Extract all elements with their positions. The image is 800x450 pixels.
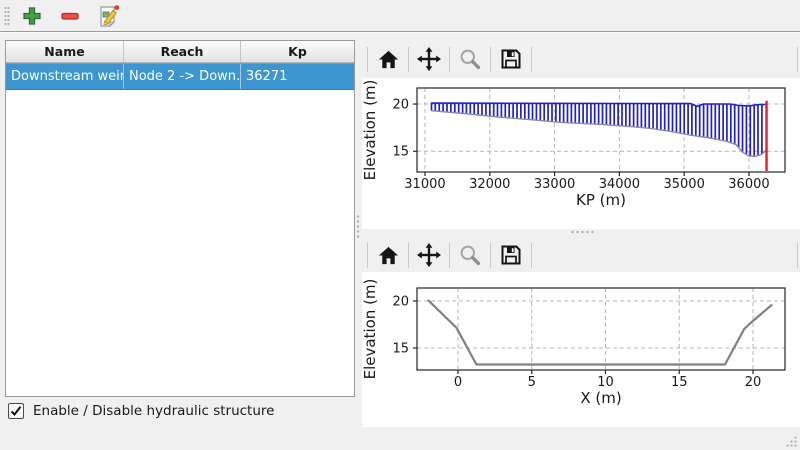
home-button[interactable] — [373, 241, 403, 270]
svg-text:Elevation (m): Elevation (m) — [362, 279, 379, 380]
save-icon — [499, 47, 523, 71]
toolbar-separator — [449, 46, 450, 72]
toolbar-separator — [797, 46, 798, 72]
zoom-icon — [458, 243, 482, 267]
svg-text:10: 10 — [597, 375, 614, 390]
toolbar-separator — [490, 46, 491, 72]
profile-plot-widget: 31000 32000 33000 34000 35000 36000 15 20 KP (m)… — [362, 40, 800, 229]
window-resize-grip[interactable] — [785, 435, 798, 448]
enable-structure-checkbox[interactable] — [8, 403, 24, 419]
svg-text:15: 15 — [392, 341, 409, 356]
main-toolbar — [0, 0, 800, 32]
horizontal-splitter-handle[interactable] — [570, 230, 596, 234]
zoom-button[interactable] — [455, 241, 485, 270]
home-icon — [377, 244, 400, 267]
svg-text:20: 20 — [745, 375, 762, 390]
save-icon — [499, 243, 523, 267]
cell-name[interactable]: Downstream weir — [6, 64, 124, 89]
structures-table: Name Reach Kp Downstream weir Node 2 -> … — [5, 40, 355, 397]
remove-structure-button[interactable] — [56, 2, 84, 29]
cross-section-plot-canvas[interactable]: 0 5 10 15 20 15 20 X (m) Elevation (m) — [362, 272, 800, 427]
home-button[interactable] — [373, 45, 403, 74]
toolbar-separator — [367, 46, 368, 72]
toolbar-separator — [367, 242, 368, 268]
toolbar-separator — [797, 242, 798, 268]
column-header-kp[interactable]: Kp — [288, 44, 307, 59]
svg-text:15: 15 — [671, 375, 688, 390]
pan-button[interactable] — [414, 45, 444, 74]
svg-text:20: 20 — [392, 294, 409, 309]
toolbar-separator — [408, 46, 409, 72]
svg-text:X (m): X (m) — [580, 389, 621, 407]
pan-icon — [416, 242, 442, 268]
column-header-name[interactable]: Name — [6, 41, 124, 62]
toolbar-grip[interactable] — [4, 5, 10, 26]
cell-kp[interactable]: 36271 — [246, 69, 288, 84]
cell-reach[interactable]: Node 2 -> Down… — [124, 64, 241, 89]
edit-icon — [96, 3, 121, 28]
edit-structure-button[interactable] — [94, 2, 122, 29]
zoom-button[interactable] — [455, 45, 485, 74]
pan-button[interactable] — [414, 241, 444, 270]
enable-structure-checkbox-label: Enable / Disable hydraulic structure — [33, 403, 275, 419]
toolbar-separator — [531, 46, 532, 72]
toolbar-separator — [449, 242, 450, 268]
home-icon — [377, 48, 400, 71]
svg-text:20: 20 — [392, 98, 409, 113]
cross-section-plot-widget: 0 5 10 15 20 15 20 X (m) Elevation (m) — [362, 238, 800, 450]
svg-text:33000: 33000 — [534, 177, 575, 192]
svg-text:5: 5 — [528, 375, 536, 390]
enable-structure-checkbox-row: Enable / Disable hydraulic structure — [8, 403, 274, 419]
profile-plot-canvas[interactable]: 31000 32000 33000 34000 35000 36000 15 20 KP (m)… — [362, 78, 800, 229]
svg-text:34000: 34000 — [599, 177, 640, 192]
svg-text:KP (m): KP (m) — [576, 191, 626, 209]
svg-text:31000: 31000 — [404, 177, 445, 192]
zoom-icon — [458, 47, 482, 71]
svg-text:32000: 32000 — [469, 177, 510, 192]
toolbar-separator — [531, 242, 532, 268]
save-button[interactable] — [496, 45, 526, 74]
svg-text:Elevation (m): Elevation (m) — [362, 80, 379, 181]
svg-text:35000: 35000 — [663, 177, 704, 192]
toolbar-separator — [490, 242, 491, 268]
pan-icon — [416, 46, 442, 72]
add-structure-button[interactable] — [18, 2, 46, 29]
svg-text:0: 0 — [454, 375, 462, 390]
svg-text:36000: 36000 — [728, 177, 769, 192]
cross-section-plot-toolbar — [362, 238, 800, 272]
minus-icon — [59, 5, 81, 27]
table-row-selected[interactable]: Downstream weir Node 2 -> Down… 36271 — [6, 63, 354, 90]
save-button[interactable] — [496, 241, 526, 270]
plus-icon — [21, 5, 43, 27]
vertical-splitter-handle[interactable] — [356, 214, 360, 240]
profile-plot-toolbar — [362, 40, 800, 78]
toolbar-separator — [408, 242, 409, 268]
column-header-reach[interactable]: Reach — [124, 41, 241, 62]
checkmark-icon — [10, 406, 22, 417]
svg-text:15: 15 — [392, 145, 409, 160]
table-header-row: Name Reach Kp — [6, 41, 354, 63]
